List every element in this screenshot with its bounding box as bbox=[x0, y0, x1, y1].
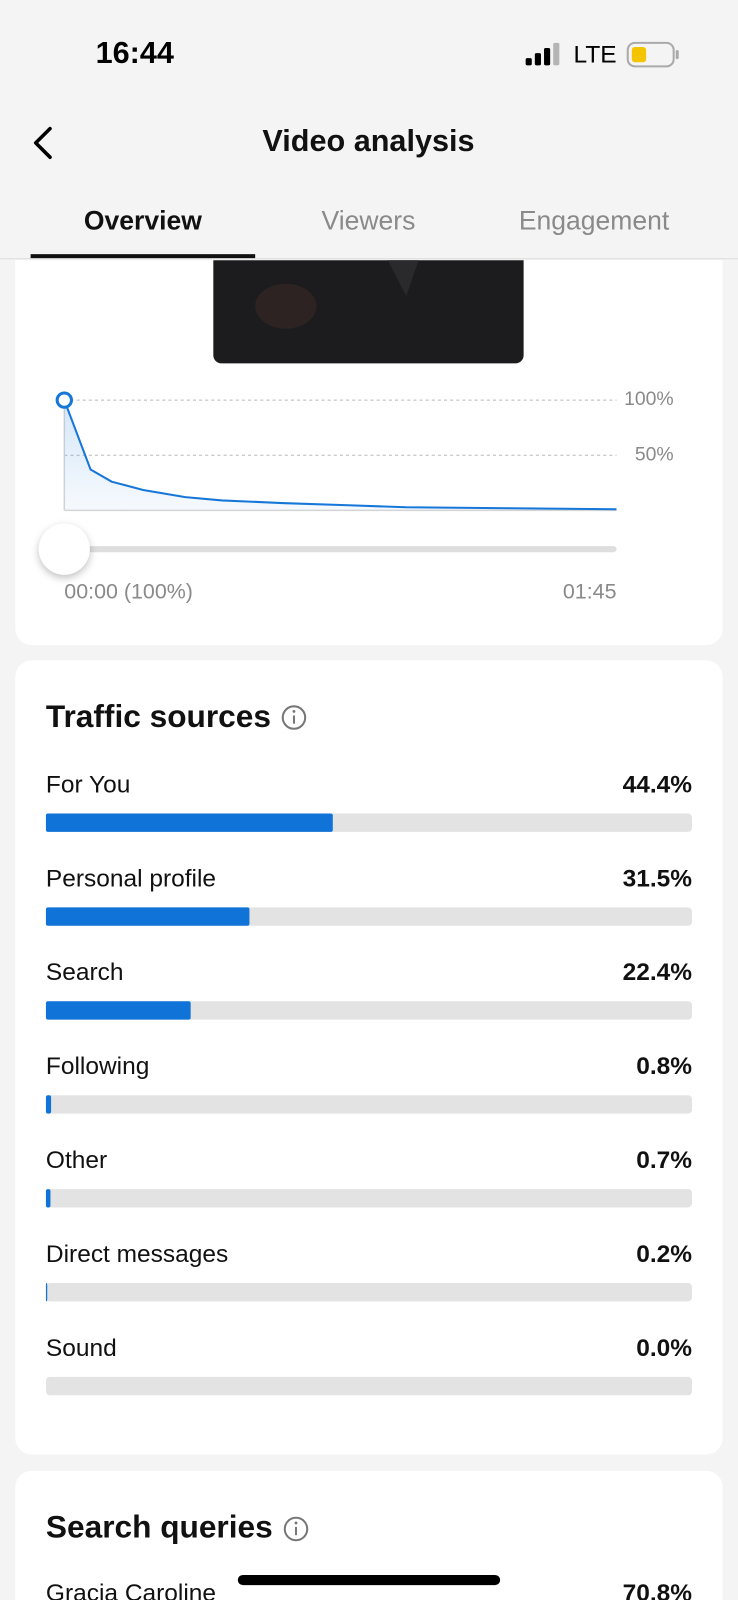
retention-chart: 50% 100% 00:00 (100%) 01:45 bbox=[38, 388, 674, 604]
x-tick-label: 01:45 bbox=[563, 580, 617, 604]
bar-track bbox=[45, 1001, 693, 1020]
bar bbox=[45, 1095, 52, 1114]
tab[interactable]: Engagement bbox=[519, 206, 670, 236]
info-icon[interactable] bbox=[283, 1516, 309, 1542]
source-name: Search bbox=[46, 959, 124, 986]
slider-track bbox=[64, 546, 617, 553]
home-indicator bbox=[237, 1574, 501, 1586]
search-card bbox=[15, 1470, 723, 1600]
source-name: Direct messages bbox=[46, 1241, 228, 1268]
bar-track bbox=[45, 1189, 693, 1208]
query-name: Gracia Caroline bbox=[46, 1580, 216, 1600]
retention-area bbox=[64, 400, 617, 511]
tab[interactable]: Viewers bbox=[322, 206, 416, 236]
source-percent: 0.0% bbox=[636, 1335, 692, 1362]
battery-icon bbox=[626, 41, 679, 68]
x-tick-label: 00:00 (100%) bbox=[64, 580, 193, 604]
bar bbox=[45, 813, 333, 832]
tab[interactable]: Overview bbox=[84, 206, 202, 236]
traffic-card bbox=[15, 660, 723, 1455]
source-percent: 0.7% bbox=[636, 1147, 692, 1174]
query-list: Gracia Caroline 70.8% bbox=[46, 1580, 692, 1600]
page-title: Video analysis bbox=[262, 124, 474, 158]
thumbnail-detail bbox=[387, 260, 419, 297]
tab-indicator bbox=[30, 254, 256, 259]
bar-track bbox=[45, 1095, 693, 1114]
tab-divider bbox=[0, 258, 738, 260]
section-title: Traffic sources bbox=[46, 698, 271, 734]
source-percent: 0.8% bbox=[636, 1053, 692, 1080]
source-percent: 31.5% bbox=[623, 865, 693, 892]
source-name: Personal profile bbox=[46, 865, 216, 892]
bar-track bbox=[45, 1376, 693, 1396]
y-tick-label: 50% bbox=[635, 443, 674, 465]
y-tick-label: 100% bbox=[624, 388, 674, 410]
source-name: Sound bbox=[46, 1335, 117, 1362]
bar bbox=[45, 907, 250, 926]
info-icon[interactable] bbox=[281, 705, 307, 730]
bar-track bbox=[45, 1283, 693, 1302]
source-percent: 0.2% bbox=[636, 1241, 692, 1268]
query-percent: 70.8% bbox=[623, 1580, 693, 1600]
retention-line bbox=[63, 399, 617, 511]
signal-icon bbox=[525, 42, 560, 66]
section-title: Search queries bbox=[46, 1508, 273, 1544]
bar bbox=[45, 1283, 48, 1302]
thumbnail-detail bbox=[255, 283, 317, 329]
tab-bar: Overview Viewers Engagement bbox=[30, 206, 670, 259]
retention-point bbox=[55, 391, 73, 409]
slider-handle[interactable] bbox=[38, 523, 90, 575]
source-name: For You bbox=[46, 771, 130, 798]
status-network: LTE bbox=[574, 42, 617, 69]
back-button[interactable] bbox=[33, 126, 52, 159]
status-time: 16:44 bbox=[96, 36, 174, 70]
traffic-list: For You 44.4% Personal profile 31.5% Search 2… bbox=[45, 771, 693, 1396]
bar bbox=[45, 1189, 51, 1208]
source-name: Following bbox=[46, 1053, 149, 1080]
source-percent: 22.4% bbox=[623, 959, 693, 986]
bar bbox=[45, 1001, 191, 1020]
source-percent: 44.4% bbox=[623, 771, 693, 798]
source-name: Other bbox=[46, 1147, 107, 1174]
